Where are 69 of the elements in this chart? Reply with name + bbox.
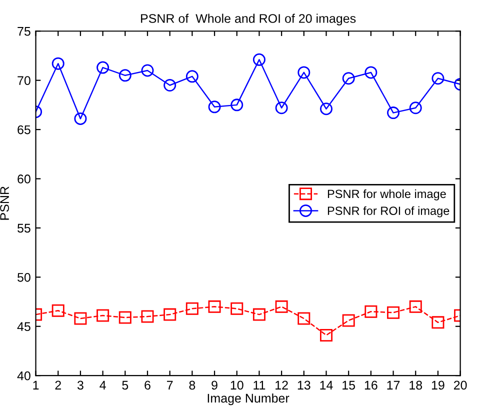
x-tick-label: 1 — [33, 380, 39, 390]
x-tick-label: 13 — [298, 380, 310, 390]
point — [409, 102, 422, 114]
point — [208, 100, 221, 114]
x-axis-title: Image Number — [208, 393, 290, 406]
x-tick-label: 14 — [320, 380, 333, 390]
y-tick-label: 45 — [17, 322, 30, 332]
x-tick-label: 7 — [167, 380, 173, 390]
y-tick-label: 70 — [18, 76, 30, 85]
point — [364, 305, 378, 318]
x-tick-label: 11 — [254, 380, 266, 390]
x-tick-label: 15 — [342, 380, 356, 390]
point — [141, 64, 154, 77]
x-tick-label: 20 — [454, 380, 467, 390]
point — [252, 53, 266, 66]
point — [74, 312, 87, 325]
y-tick-label: 60 — [18, 174, 30, 184]
point — [364, 66, 378, 79]
y-tick-label: 55 — [18, 224, 30, 233]
x-tick-label: 6 — [144, 380, 150, 390]
legend-label: PSNR for ROI of image — [328, 206, 450, 218]
point — [186, 70, 198, 83]
point — [52, 57, 64, 70]
point — [320, 102, 332, 116]
x-tick-label: 2 — [55, 380, 61, 390]
x-tick-label: 16 — [364, 380, 378, 390]
point — [342, 72, 355, 85]
point — [298, 312, 310, 325]
point — [432, 72, 444, 85]
x-tick-label: 4 — [100, 380, 106, 390]
point — [230, 302, 244, 315]
point — [298, 66, 310, 79]
point — [96, 309, 110, 322]
point — [275, 300, 288, 313]
y-tick-label: 75 — [18, 27, 30, 36]
x-tick-label: 5 — [122, 380, 128, 390]
point — [118, 69, 132, 82]
x-tick-label: 17 — [387, 380, 400, 390]
legend-label: PSNR for whole image — [328, 189, 446, 200]
point — [409, 300, 422, 313]
x-tick-label: 10 — [230, 380, 244, 390]
point — [186, 302, 198, 315]
x-tick-label: 9 — [212, 380, 218, 390]
x-tick-label: 19 — [432, 380, 444, 390]
point — [96, 61, 110, 74]
point — [164, 308, 176, 321]
chart-title: PSNR of Whole and ROI of 20 images — [141, 14, 356, 26]
x-tick-label: 12 — [276, 380, 288, 390]
point — [164, 79, 176, 92]
point — [230, 98, 244, 112]
point — [432, 316, 444, 329]
point — [342, 314, 355, 327]
point — [74, 112, 87, 125]
point — [52, 304, 64, 317]
point — [320, 328, 332, 342]
point — [387, 306, 400, 319]
y-axis-title: PSNR — [0, 186, 9, 220]
y-tick-label: 65 — [18, 125, 30, 134]
y-tick-label: 40 — [17, 371, 30, 380]
point — [252, 308, 266, 321]
point — [275, 102, 288, 114]
point — [387, 106, 400, 120]
point — [118, 311, 132, 324]
point — [141, 310, 154, 323]
x-tick-label: 8 — [189, 380, 196, 390]
x-tick-label: 3 — [77, 380, 84, 390]
x-tick-label: 18 — [410, 380, 422, 390]
y-tick-label: 50 — [18, 272, 30, 282]
point — [208, 300, 221, 313]
